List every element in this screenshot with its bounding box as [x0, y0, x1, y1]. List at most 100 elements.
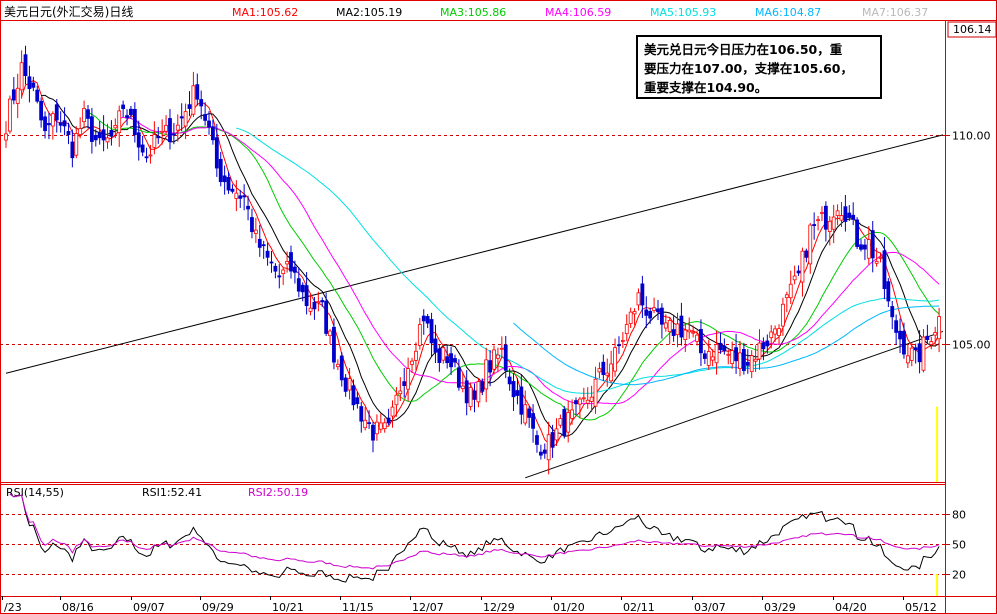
candle-body — [406, 368, 411, 390]
candle-body — [101, 129, 106, 141]
candle-body — [324, 300, 329, 334]
candle-body — [312, 301, 317, 310]
candle-body — [394, 394, 399, 406]
candle-body — [546, 434, 551, 461]
candle-body — [253, 229, 258, 234]
candle-body — [168, 118, 172, 143]
rsi1-legend: RSI1:52.41 — [142, 486, 202, 499]
candle-body — [160, 130, 165, 133]
candle-body — [933, 332, 938, 336]
candle-body — [749, 355, 754, 373]
candle-body — [863, 244, 867, 250]
candle-body — [882, 250, 887, 290]
candle-body — [726, 353, 731, 356]
candle-body — [121, 104, 126, 109]
candle-body — [218, 158, 223, 183]
candle-body — [718, 342, 723, 351]
candle-body — [148, 154, 153, 157]
candle-body — [476, 381, 481, 403]
candle-body — [503, 344, 508, 371]
rsi-level-label: 80 — [952, 509, 966, 522]
candle-body — [308, 307, 313, 312]
rsi1-line — [9, 493, 940, 583]
candle-body — [441, 347, 446, 361]
candle-body — [332, 326, 336, 363]
candle-body — [195, 84, 200, 100]
candle-body — [796, 270, 801, 274]
candle-body — [199, 99, 204, 107]
candle-body — [523, 404, 528, 424]
candle-body — [808, 224, 813, 265]
candle-body — [183, 111, 188, 127]
ma-line-ma4 — [119, 116, 940, 405]
candle-body — [35, 89, 40, 102]
ma-legend-ma7: MA7:106.37 — [862, 6, 928, 19]
candle-body — [886, 281, 891, 302]
candle-body — [238, 195, 243, 199]
date-tick-label: 08/16 — [62, 601, 94, 614]
rsi-level-label: 50 — [952, 539, 966, 552]
candle-body — [156, 135, 161, 139]
candle-body — [859, 244, 863, 250]
candle-body — [277, 275, 282, 278]
candle-body — [527, 408, 532, 418]
candle-body — [19, 62, 24, 91]
candle-body — [386, 417, 391, 424]
candle-body — [460, 385, 465, 389]
candle-body — [316, 301, 321, 304]
ma-legend-ma6: MA6:104.87 — [755, 6, 821, 19]
candle-body — [230, 188, 235, 192]
candle-body — [710, 356, 715, 361]
candle-body — [870, 230, 875, 259]
candle-body — [371, 424, 375, 441]
candle-body — [624, 324, 629, 335]
analysis-note-line-3: 重要支撑在104.90。 — [644, 80, 768, 95]
candle-body — [347, 378, 352, 391]
candle-body — [66, 131, 71, 135]
candle-body — [78, 128, 83, 135]
candle-body — [519, 386, 524, 415]
upper-trend-line — [5, 134, 944, 374]
candle-body — [480, 381, 485, 392]
date-tick-label: 12/07 — [412, 601, 444, 614]
candle-body — [687, 329, 692, 333]
candle-body — [792, 275, 797, 281]
candle-body — [765, 340, 770, 347]
candle-body — [632, 311, 637, 315]
candle-body — [50, 113, 55, 127]
date-tick-label: 04/20 — [835, 601, 867, 614]
candle-body — [43, 116, 47, 132]
candle-body — [445, 356, 450, 364]
candle-body — [132, 108, 137, 135]
candle-body — [367, 422, 371, 424]
candle-body — [47, 123, 51, 126]
candle-body — [320, 300, 325, 303]
candle-body — [605, 372, 610, 376]
analysis-note: 美元兑日元今日压力在106.50，重 要压力在107.00，支撑在105.60，… — [636, 35, 882, 99]
date-tick-label: 12/29 — [483, 601, 515, 614]
candle-body — [484, 359, 489, 390]
candle-body — [58, 122, 63, 126]
candle-body — [214, 137, 219, 169]
candle-body — [847, 212, 852, 218]
candle-body — [585, 399, 590, 404]
candle-body — [171, 133, 176, 136]
current-price-box — [947, 21, 997, 38]
candle-body — [250, 217, 254, 233]
candle-body — [492, 349, 496, 370]
candle-body — [878, 256, 883, 259]
candle-body — [339, 355, 344, 381]
candle-body — [843, 206, 848, 222]
candle-body — [640, 283, 645, 306]
candle-body — [507, 376, 512, 385]
candle-body — [535, 435, 539, 445]
candle-body — [769, 331, 774, 339]
candle-body — [8, 98, 12, 132]
current-price-label: 106.14 — [953, 23, 992, 36]
candle-body — [281, 269, 286, 275]
candle-body — [652, 307, 656, 311]
candle-body — [140, 144, 145, 153]
candle-body — [398, 390, 403, 395]
candle-body — [421, 315, 426, 322]
